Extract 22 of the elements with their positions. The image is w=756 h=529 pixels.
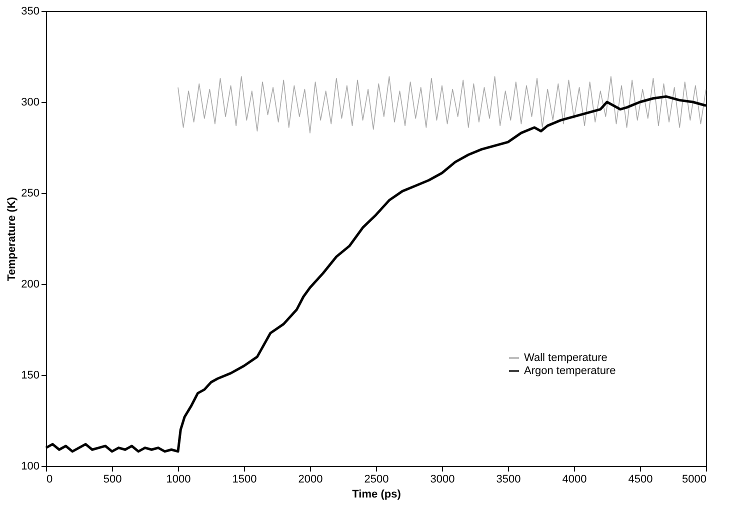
line-series [178, 76, 706, 134]
x-tick-label: 1500 [232, 474, 257, 486]
x-tick-label: 3000 [430, 474, 455, 486]
x-tick-label: 500 [103, 474, 122, 486]
x-tick-label: 2000 [298, 474, 323, 486]
y-tick-label: 250 [21, 188, 40, 200]
y-tick-label: 300 [21, 96, 40, 108]
x-tick-label: 4500 [628, 474, 653, 486]
x-axis-title: Time (ps) [352, 488, 402, 500]
y-tick-label: 350 [21, 6, 40, 18]
y-tick-label: 200 [21, 278, 40, 290]
x-tick-label: 3500 [496, 474, 521, 486]
legend-label: Wall temperature [524, 352, 608, 364]
x-tick-label: 4000 [562, 474, 587, 486]
legend-label: Argon temperature [524, 365, 616, 377]
y-tick-label: 100 [21, 460, 40, 472]
y-tick-label: 150 [21, 370, 40, 382]
x-tick-label: 1000 [166, 474, 191, 486]
y-axis-title: Temperature (K) [6, 196, 18, 282]
x-tick-label: 2500 [364, 474, 389, 486]
x-tick-label: 5000 [682, 474, 706, 486]
x-tick-label: 0 [46, 474, 53, 486]
